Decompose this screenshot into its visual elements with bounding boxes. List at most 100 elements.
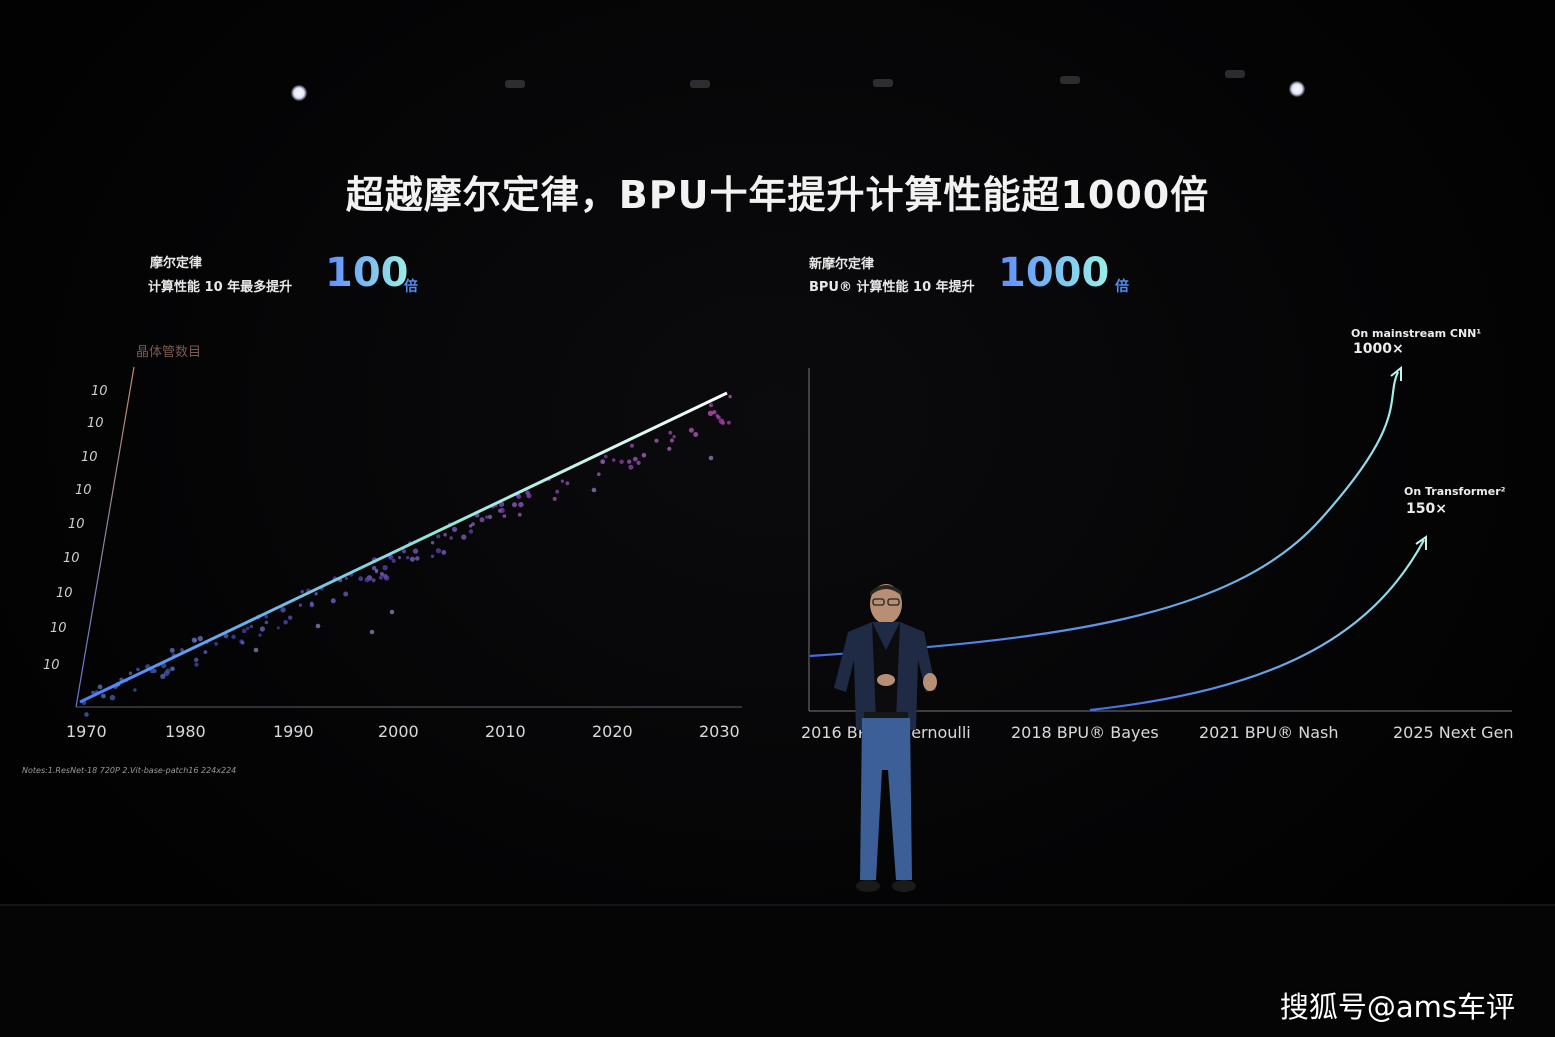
- scatter-dot: [259, 626, 265, 632]
- scatter-dot: [246, 626, 250, 631]
- left-panel-value: 100: [325, 250, 409, 296]
- scatter-dot: [109, 694, 116, 701]
- scatter-dot: [128, 671, 133, 675]
- scatter-dot: [612, 458, 616, 462]
- scatter-dot: [391, 558, 396, 564]
- scatter-dot: [300, 590, 304, 594]
- scatter-dot: [526, 493, 532, 499]
- left-x-tick: 2000: [378, 722, 419, 741]
- scatter-dot: [298, 603, 303, 607]
- right-panel-value: 1000: [998, 250, 1110, 296]
- scatter-dot: [258, 633, 262, 637]
- scatter-dot: [555, 489, 560, 494]
- stage-light-right: [1289, 81, 1305, 97]
- scatter-dot: [591, 487, 597, 493]
- scatter-dot: [619, 459, 624, 464]
- left-y-tick: 10: [63, 551, 80, 566]
- moore-trend-line: [79, 391, 728, 704]
- scatter-dot: [84, 712, 89, 717]
- cnn-annotation-label: On mainstream CNN¹: [1351, 327, 1482, 340]
- scatter-dot: [358, 576, 364, 582]
- scatter-dot: [314, 592, 318, 596]
- left-x-tick: 1980: [165, 722, 206, 741]
- scatter-dot: [479, 517, 485, 523]
- ceiling-light: [505, 80, 525, 88]
- scatter-dot: [728, 394, 732, 399]
- scatter-dot: [485, 515, 489, 519]
- watermark-text: 搜狐号@ams车评: [1279, 990, 1515, 1024]
- scatter-dot: [283, 619, 288, 625]
- scatter-dot: [264, 620, 269, 625]
- ceiling-light: [690, 80, 710, 88]
- scatter-dot: [632, 456, 638, 462]
- scatter-dot: [552, 496, 557, 501]
- ceiling-light: [873, 79, 893, 87]
- transformer-growth-curve: [1089, 539, 1425, 712]
- scatter-dot: [389, 609, 395, 615]
- transistor-scatter: [81, 394, 732, 717]
- scatter-dot: [397, 556, 402, 560]
- scatter-dot: [604, 454, 608, 459]
- scatter-dot: [727, 420, 731, 425]
- left-x-tick: 1970: [66, 722, 107, 741]
- scatter-dot: [627, 459, 632, 464]
- cnn-growth-curve: [809, 371, 1399, 658]
- scatter-dot: [436, 534, 441, 539]
- scatter-dot: [193, 657, 199, 663]
- scatter-dot: [382, 565, 388, 571]
- scatter-dot: [378, 575, 383, 580]
- scatter-dot: [707, 410, 714, 416]
- scatter-dot: [667, 446, 672, 451]
- scatter-dot: [315, 623, 321, 629]
- scatter-dot: [518, 501, 524, 508]
- left-x-tick: 2020: [592, 722, 633, 741]
- left-x-tick: 2030: [699, 722, 740, 741]
- scatter-dot: [136, 667, 140, 672]
- scatter-dot: [170, 666, 175, 672]
- right-panel-unit: 倍: [1115, 279, 1129, 295]
- scatter-dot: [487, 514, 493, 520]
- scatter-dot: [499, 507, 505, 513]
- scatter-dot: [253, 647, 259, 653]
- left-y-tick: 10: [68, 517, 85, 532]
- scatter-dot: [369, 629, 375, 635]
- right-x-tick: 2018 BPU® Bayes: [1011, 723, 1159, 742]
- scatter-dot: [197, 635, 203, 642]
- scatter-dot: [343, 591, 349, 597]
- scatter-dot: [708, 455, 714, 461]
- scatter-dot: [101, 693, 106, 699]
- left-y-axis: [75, 366, 135, 708]
- scatter-dot: [406, 556, 410, 560]
- scatter-dot: [641, 452, 647, 458]
- right-x-tick: 2021 BPU® Nash: [1199, 723, 1339, 742]
- scatter-dot: [721, 421, 725, 425]
- left-y-tick: 10: [50, 621, 67, 636]
- scatter-dot: [672, 435, 676, 439]
- cnn-arrow-icon: [1390, 365, 1402, 381]
- scatter-dot: [249, 624, 253, 629]
- left-x-tick: 1990: [273, 722, 314, 741]
- scatter-dot: [654, 438, 659, 443]
- slide-notes: Notes:1.ResNet-18 720P 2.Vit-base-patch1…: [22, 766, 237, 775]
- left-panel-label: 摩尔定律: [150, 256, 203, 271]
- scatter-dot: [191, 637, 197, 643]
- scatter-dot: [628, 464, 634, 470]
- scatter-dot: [630, 443, 634, 448]
- scatter-dot: [203, 650, 208, 654]
- scatter-dot: [443, 532, 447, 537]
- scatter-dot: [452, 526, 458, 533]
- scatter-dot: [264, 614, 269, 619]
- scatter-dot: [371, 578, 376, 583]
- scatter-dot: [468, 524, 473, 528]
- scatter-dot: [194, 662, 199, 667]
- scatter-dot: [240, 640, 245, 645]
- scatter-dot: [435, 548, 442, 554]
- scatter-dot: [276, 626, 280, 630]
- scatter-dot: [565, 481, 570, 486]
- scatter-dot: [449, 536, 453, 540]
- scatter-dot: [344, 576, 348, 580]
- scatter-dot: [712, 410, 717, 415]
- scatter-dot: [516, 494, 522, 499]
- right-panel-desc: BPU® 计算性能 10 年提升: [809, 280, 975, 295]
